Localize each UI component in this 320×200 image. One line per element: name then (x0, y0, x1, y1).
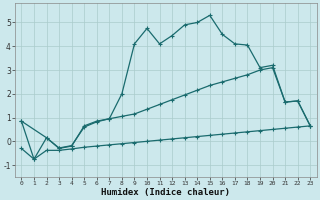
X-axis label: Humidex (Indice chaleur): Humidex (Indice chaleur) (101, 188, 230, 197)
